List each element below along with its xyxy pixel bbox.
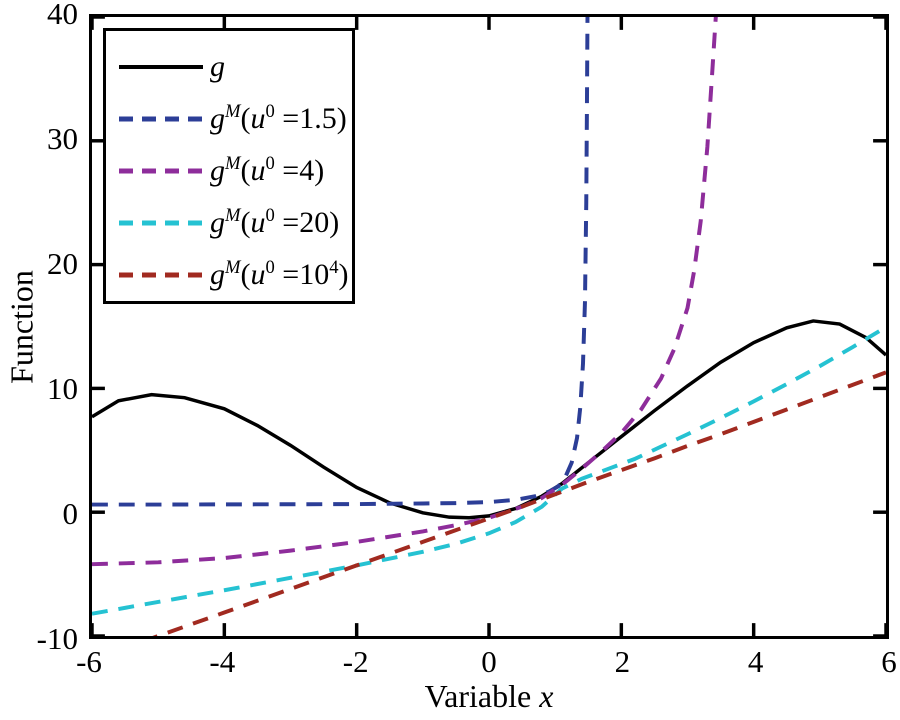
y-tick-label: 30 (47, 121, 78, 156)
legend-line-swatch (118, 114, 204, 124)
legend-line-swatch (118, 218, 204, 228)
series-g (92, 319, 886, 520)
legend-label: g (210, 50, 225, 83)
legend-item: gM(u0 =4) (106, 145, 352, 197)
legend-line-swatch (118, 166, 204, 176)
x-tick-label: -2 (342, 644, 369, 679)
legend-item: gM(u0 =104) (106, 249, 352, 301)
x-axis-label-text: Variable (424, 678, 540, 714)
x-tick-label: 2 (614, 644, 631, 679)
x-tick-label: -6 (76, 644, 102, 679)
x-axis-label-variable: x (539, 678, 554, 714)
y-tick-label: 40 (47, 0, 78, 31)
legend-line-swatch (118, 270, 204, 280)
y-tick-label: 0 (62, 496, 79, 531)
series-g-M-u-0-10-4- (152, 370, 886, 636)
x-tick-label: -4 (209, 644, 236, 679)
legend-item: gM(u0 =20) (106, 197, 352, 249)
legend-label: gM(u0 =4) (210, 153, 325, 187)
y-tick-label: -10 (36, 621, 78, 656)
legend-line-swatch (118, 62, 204, 72)
legend-label: gM(u0 =104) (210, 257, 349, 291)
x-tick-label: 4 (747, 644, 764, 679)
y-tick-label: 10 (47, 371, 78, 406)
series-g-M-u-0-4- (92, 17, 718, 567)
axis-ticks (92, 17, 886, 636)
legend-box: g gM(u0 =1.5) gM(u0 =4) gM(u0 =20) gM(u0… (103, 28, 355, 304)
x-axis-label: Variable x (89, 678, 889, 714)
y-tick-label: 20 (47, 246, 78, 281)
legend-label: gM(u0 =20) (210, 205, 340, 239)
legend-item: g (106, 41, 352, 93)
series-g-M-u-0-20- (92, 325, 886, 616)
y-axis-label: Function (3, 270, 40, 384)
x-tick-label: 6 (881, 644, 897, 679)
legend-item: gM(u0 =1.5) (106, 93, 352, 145)
x-tick-label: 0 (481, 644, 497, 679)
plot-canvas (92, 17, 886, 636)
legend-label: gM(u0 =1.5) (210, 101, 347, 135)
